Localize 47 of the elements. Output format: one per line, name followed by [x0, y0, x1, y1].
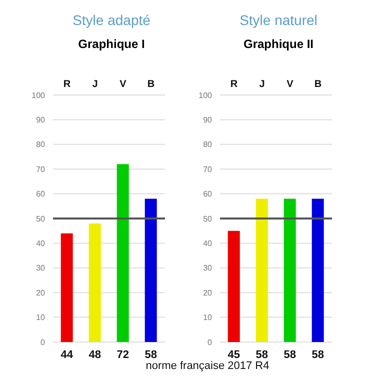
chart-subtitle: Graphique II [242, 36, 314, 53]
data-label: 48 [88, 349, 101, 361]
y-tick-label: 90 [36, 116, 46, 125]
x-tick-label: V [120, 79, 127, 90]
bar [116, 164, 129, 342]
x-tick-label: B [147, 79, 155, 90]
chart-title: Style naturel [238, 11, 318, 30]
bar [60, 233, 73, 342]
y-tick-label: 40 [36, 239, 46, 248]
data-label: 72 [116, 349, 129, 361]
chart-title: Style adapté [72, 11, 152, 30]
y-tick-label: 90 [203, 116, 213, 125]
y-tick-label: 70 [36, 164, 46, 174]
data-label: 58 [284, 349, 296, 361]
y-tick-label: 70 [203, 164, 213, 174]
x-tick-label: J [259, 79, 265, 90]
x-tick-label: J [92, 79, 98, 90]
data-label: 58 [312, 349, 324, 361]
y-tick-label: 100 [198, 90, 213, 100]
x-tick-label: R [63, 79, 72, 90]
y-tick-label: 80 [36, 140, 46, 150]
x-tick-label: R [230, 79, 238, 90]
bar [144, 198, 157, 342]
y-tick-label: 100 [32, 90, 46, 100]
chart-subtitle: Graphique I [77, 36, 146, 53]
y-tick-label: 60 [36, 190, 46, 199]
x-tick-label: V [286, 79, 294, 90]
y-tick-label: 0 [40, 338, 46, 347]
y-tick-label: 20 [36, 288, 46, 298]
data-label: 44 [60, 349, 74, 361]
y-tick-label: 50 [36, 214, 46, 224]
bar [88, 223, 101, 342]
y-tick-label: 30 [36, 264, 46, 273]
y-tick-label: 60 [203, 190, 213, 199]
y-tick-label: 10 [36, 313, 46, 322]
data-label: 58 [256, 349, 268, 361]
y-tick-label: 80 [203, 140, 213, 150]
x-tick-label: B [314, 79, 322, 90]
y-tick-label: 50 [203, 214, 213, 224]
y-tick-label: 10 [203, 313, 213, 322]
y-tick-label: 40 [203, 239, 213, 248]
y-tick-label: 30 [203, 264, 213, 273]
data-label: 45 [228, 349, 240, 361]
data-label: 58 [144, 349, 157, 361]
y-tick-label: 20 [203, 288, 213, 298]
text: norme française 2017 R4 [144, 360, 270, 372]
y-tick-label: 0 [208, 338, 213, 347]
